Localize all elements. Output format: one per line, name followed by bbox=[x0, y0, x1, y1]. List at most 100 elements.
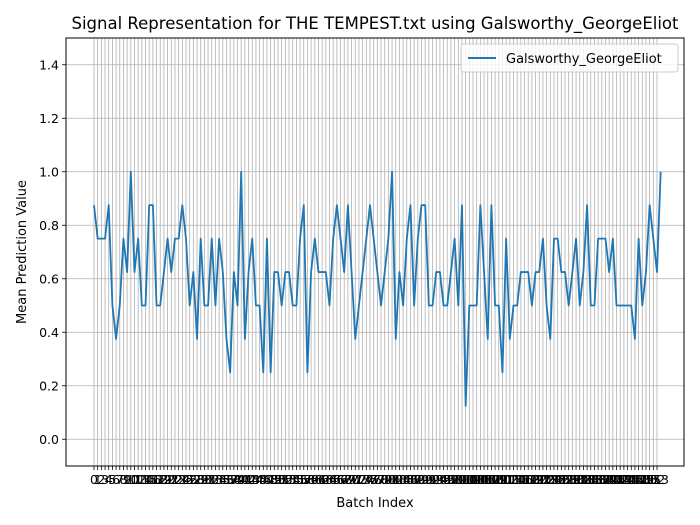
x-tick-label: 84 bbox=[395, 472, 411, 487]
x-tick-label: 47 bbox=[259, 472, 275, 487]
x-tick-label: 132 bbox=[568, 472, 592, 487]
x-tick-label: 17 bbox=[149, 472, 165, 487]
x-tick-label: 63 bbox=[318, 472, 334, 487]
x-tick-label: 106 bbox=[472, 472, 496, 487]
x-tick-label: 38 bbox=[226, 472, 242, 487]
x-tick-label: 136 bbox=[583, 472, 607, 487]
x-tick-label: 135 bbox=[579, 472, 603, 487]
x-tick-label: 79 bbox=[377, 472, 393, 487]
x-tick-label: 66 bbox=[329, 472, 345, 487]
x-tick-label: 60 bbox=[307, 472, 323, 487]
x-tick-label: 90 bbox=[417, 472, 433, 487]
x-tick-label: 125 bbox=[542, 472, 566, 487]
x-tick-label: 128 bbox=[553, 472, 577, 487]
x-axis-label: Batch Index bbox=[336, 496, 414, 511]
x-tick-label: 91 bbox=[421, 472, 437, 487]
y-tick-label: 0.0 bbox=[39, 432, 59, 447]
x-tick-label: 107 bbox=[476, 472, 500, 487]
x-tick-label: 35 bbox=[215, 472, 231, 487]
x-tick-label: 87 bbox=[406, 472, 422, 487]
x-tick-label: 50 bbox=[270, 472, 286, 487]
x-tick-label: 3 bbox=[101, 472, 109, 487]
x-tick-label: 83 bbox=[391, 472, 407, 487]
y-ticks: 0.0 0.2 0.4 0.6 0.8 1.0 1.2 1.4 bbox=[39, 57, 66, 447]
x-tick-label: 32 bbox=[204, 472, 220, 487]
x-tick-label: 15 bbox=[141, 472, 157, 487]
y-tick-label: 0.6 bbox=[39, 271, 59, 286]
x-tick-label: 73 bbox=[355, 472, 371, 487]
x-tick-label: 141 bbox=[601, 472, 625, 487]
x-tick-label: 1 bbox=[94, 472, 102, 487]
x-tick-label: 97 bbox=[443, 472, 459, 487]
x-tick-label: 29 bbox=[193, 472, 209, 487]
x-tick-label: 33 bbox=[207, 472, 223, 487]
x-tick-label: 98 bbox=[447, 472, 463, 487]
x-tick-label: 37 bbox=[222, 472, 238, 487]
x-tick-label: 131 bbox=[564, 472, 588, 487]
x-tick-label: 45 bbox=[252, 472, 268, 487]
y-tick-label: 1.4 bbox=[39, 57, 59, 72]
x-tick-label: 129 bbox=[557, 472, 581, 487]
x-tick-label: 89 bbox=[414, 472, 430, 487]
x-tick-label: 146 bbox=[619, 472, 643, 487]
x-tick-label: 109 bbox=[483, 472, 507, 487]
x-tick-label: 115 bbox=[505, 472, 529, 487]
x-tick-label: 102 bbox=[457, 472, 481, 487]
x-tick-label: 57 bbox=[296, 472, 312, 487]
x-tick-label: 120 bbox=[524, 472, 548, 487]
x-tick-label: 52 bbox=[277, 472, 293, 487]
x-tick-label: 11 bbox=[127, 472, 143, 487]
x-tick-label: 64 bbox=[322, 472, 338, 487]
legend: Galsworthy_GeorgeEliot bbox=[460, 43, 679, 73]
x-tick-label: 133 bbox=[571, 472, 595, 487]
x-tick-label: 149 bbox=[630, 472, 654, 487]
x-tick-label: 12 bbox=[130, 472, 146, 487]
x-tick-label: 14 bbox=[138, 472, 154, 487]
x-tick-label: 8 bbox=[119, 472, 127, 487]
x-tick-label: 23 bbox=[171, 472, 187, 487]
x-tick-label: 103 bbox=[461, 472, 485, 487]
x-tick-label: 126 bbox=[546, 472, 570, 487]
x-tick-label: 58 bbox=[299, 472, 315, 487]
x-tick-label: 56 bbox=[292, 472, 308, 487]
x-tick-label: 118 bbox=[516, 472, 540, 487]
series-line bbox=[93, 170, 662, 407]
x-tick-label: 67 bbox=[333, 472, 349, 487]
x-tick-label: 69 bbox=[340, 472, 356, 487]
x-tick-label: 150 bbox=[634, 472, 658, 487]
chart-title: Signal Representation for THE TEMPEST.tx… bbox=[72, 14, 680, 34]
x-tick-label: 27 bbox=[185, 472, 201, 487]
series-layer bbox=[93, 170, 662, 407]
x-tick-label: 111 bbox=[491, 472, 515, 487]
x-tick-label: 110 bbox=[487, 472, 511, 487]
x-tick-label: 30 bbox=[196, 472, 212, 487]
x-tick-label: 104 bbox=[465, 472, 489, 487]
x-tick-label: 95 bbox=[436, 472, 452, 487]
x-tick-label: 65 bbox=[325, 472, 341, 487]
x-tick-label: 92 bbox=[425, 472, 441, 487]
x-tick-label: 21 bbox=[163, 472, 179, 487]
x-tick-label: 86 bbox=[403, 472, 419, 487]
legend-box bbox=[460, 43, 679, 73]
x-tick-label: 117 bbox=[513, 472, 537, 487]
x-tick-label: 130 bbox=[560, 472, 584, 487]
x-tick-label: 153 bbox=[645, 472, 669, 487]
x-tick-label: 82 bbox=[388, 472, 404, 487]
x-tick-label: 2 bbox=[97, 472, 105, 487]
x-tick-label: 80 bbox=[380, 472, 396, 487]
x-tick-label: 28 bbox=[189, 472, 205, 487]
x-tick-label: 71 bbox=[347, 472, 363, 487]
x-tick-label: 88 bbox=[410, 472, 426, 487]
x-tick-label: 9 bbox=[123, 472, 131, 487]
y-tick-label: 1.2 bbox=[39, 111, 59, 126]
x-tick-label: 55 bbox=[288, 472, 304, 487]
x-tick-label: 54 bbox=[285, 472, 301, 487]
x-tick-label: 138 bbox=[590, 472, 614, 487]
y-tick-label: 0.8 bbox=[39, 218, 59, 233]
x-tick-label: 74 bbox=[358, 472, 374, 487]
x-tick-label: 116 bbox=[509, 472, 533, 487]
x-tick-label: 101 bbox=[454, 472, 478, 487]
x-tick-label: 78 bbox=[373, 472, 389, 487]
x-tick-label: 70 bbox=[344, 472, 360, 487]
